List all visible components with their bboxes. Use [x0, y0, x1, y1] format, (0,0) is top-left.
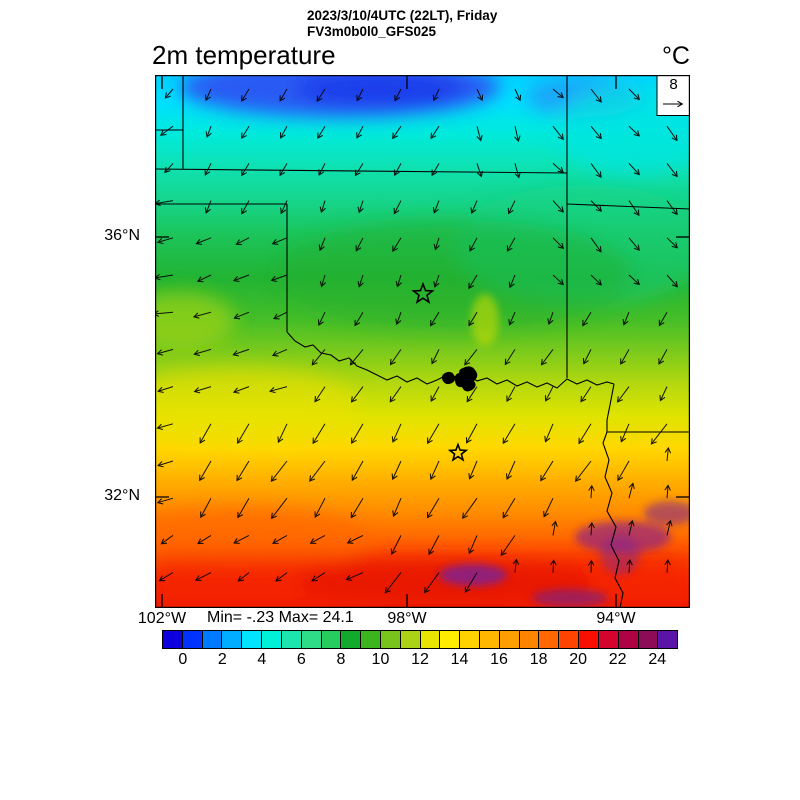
colorbar-cell	[222, 631, 243, 648]
colorbar-cell	[182, 631, 203, 648]
star-marker	[411, 281, 435, 304]
colorbar-cell	[321, 631, 342, 648]
plot-title-block: 2023/3/10/4UTC (22LT), Friday FV3m0b0l0_…	[307, 8, 497, 40]
units-label: °C	[661, 42, 690, 70]
reference-vector-value: 8	[669, 76, 678, 93]
colorbar-tick-label: 10	[371, 651, 390, 668]
field-title: 2m temperature	[152, 40, 336, 70]
colorbar-tick-label: 16	[490, 651, 508, 668]
colorbar-cell	[618, 631, 639, 648]
colorbar-tick-label: 4	[257, 651, 267, 668]
lon-tick-label-102w: 102°W	[137, 610, 187, 627]
city-star-markers	[411, 281, 469, 462]
colorbar-cell	[499, 631, 520, 648]
colorbar-cell	[202, 631, 223, 648]
colorbar-cell	[380, 631, 401, 648]
colorbar-cell	[658, 631, 678, 648]
colorbar-tick-label: 24	[648, 651, 667, 668]
colorbar-tick-label: 12	[411, 651, 429, 668]
colorbar-tick-label: 6	[296, 651, 306, 668]
temperature-shading	[100, 57, 715, 608]
lon-tick-label-98w: 98°W	[387, 610, 427, 627]
colorbar-cell	[420, 631, 441, 648]
colorbar-cell	[638, 631, 659, 648]
colorbar-cell	[579, 631, 599, 648]
valid-time-title: 2023/3/10/4UTC (22LT), Friday	[307, 8, 498, 23]
minmax-stats-label: Min= -.23 Max= 24.1	[207, 609, 354, 626]
colorbar-cell	[262, 631, 282, 648]
model-name-title: FV3m0b0l0_GFS025	[307, 24, 437, 39]
colorbar-cell	[559, 631, 580, 648]
colorbar-cell	[539, 631, 560, 648]
colorbar-cell	[598, 631, 619, 648]
colorbar-cell	[341, 631, 362, 648]
map-axis-ticks	[151, 75, 690, 608]
colorbar-cell	[361, 631, 381, 648]
colorbar-tick-label: 8	[336, 651, 346, 668]
state-borders	[154, 75, 691, 609]
colorbar-cell	[281, 631, 302, 648]
colorbar-tick-labels: 0 2 4 6 8 10 12 14 16 18 20 22 24	[162, 651, 678, 671]
colorbar-cell	[460, 631, 480, 648]
colorbar-cell	[519, 631, 540, 648]
colorbar-tick-label: 14	[450, 651, 469, 668]
colorbar	[162, 630, 678, 649]
lat-tick-label-32n: 32°N	[104, 487, 140, 504]
map-canvas: 8	[100, 57, 715, 609]
colorbar-tick-label: 22	[608, 651, 627, 668]
colorbar-cell	[242, 631, 263, 648]
colorbar-cell	[480, 631, 500, 648]
lon-tick-label-94w: 94°W	[596, 610, 636, 627]
star-marker	[447, 442, 469, 462]
temperature-map	[100, 57, 715, 609]
colorbar-cell	[301, 631, 322, 648]
colorbar-tick-label: 20	[569, 651, 588, 668]
lat-tick-label-36n: 36°N	[104, 227, 140, 244]
lake-markers	[441, 366, 478, 392]
map-frame	[154, 74, 691, 609]
colorbar-cell	[400, 631, 421, 648]
colorbar-cell	[163, 631, 183, 648]
colorbar-cell	[440, 631, 461, 648]
colorbar-tick-label: 18	[529, 651, 548, 668]
colorbar-tick-label: 2	[217, 651, 227, 668]
colorbar-tick-label: 0	[178, 651, 188, 668]
wind-vector-arrows	[152, 88, 679, 594]
